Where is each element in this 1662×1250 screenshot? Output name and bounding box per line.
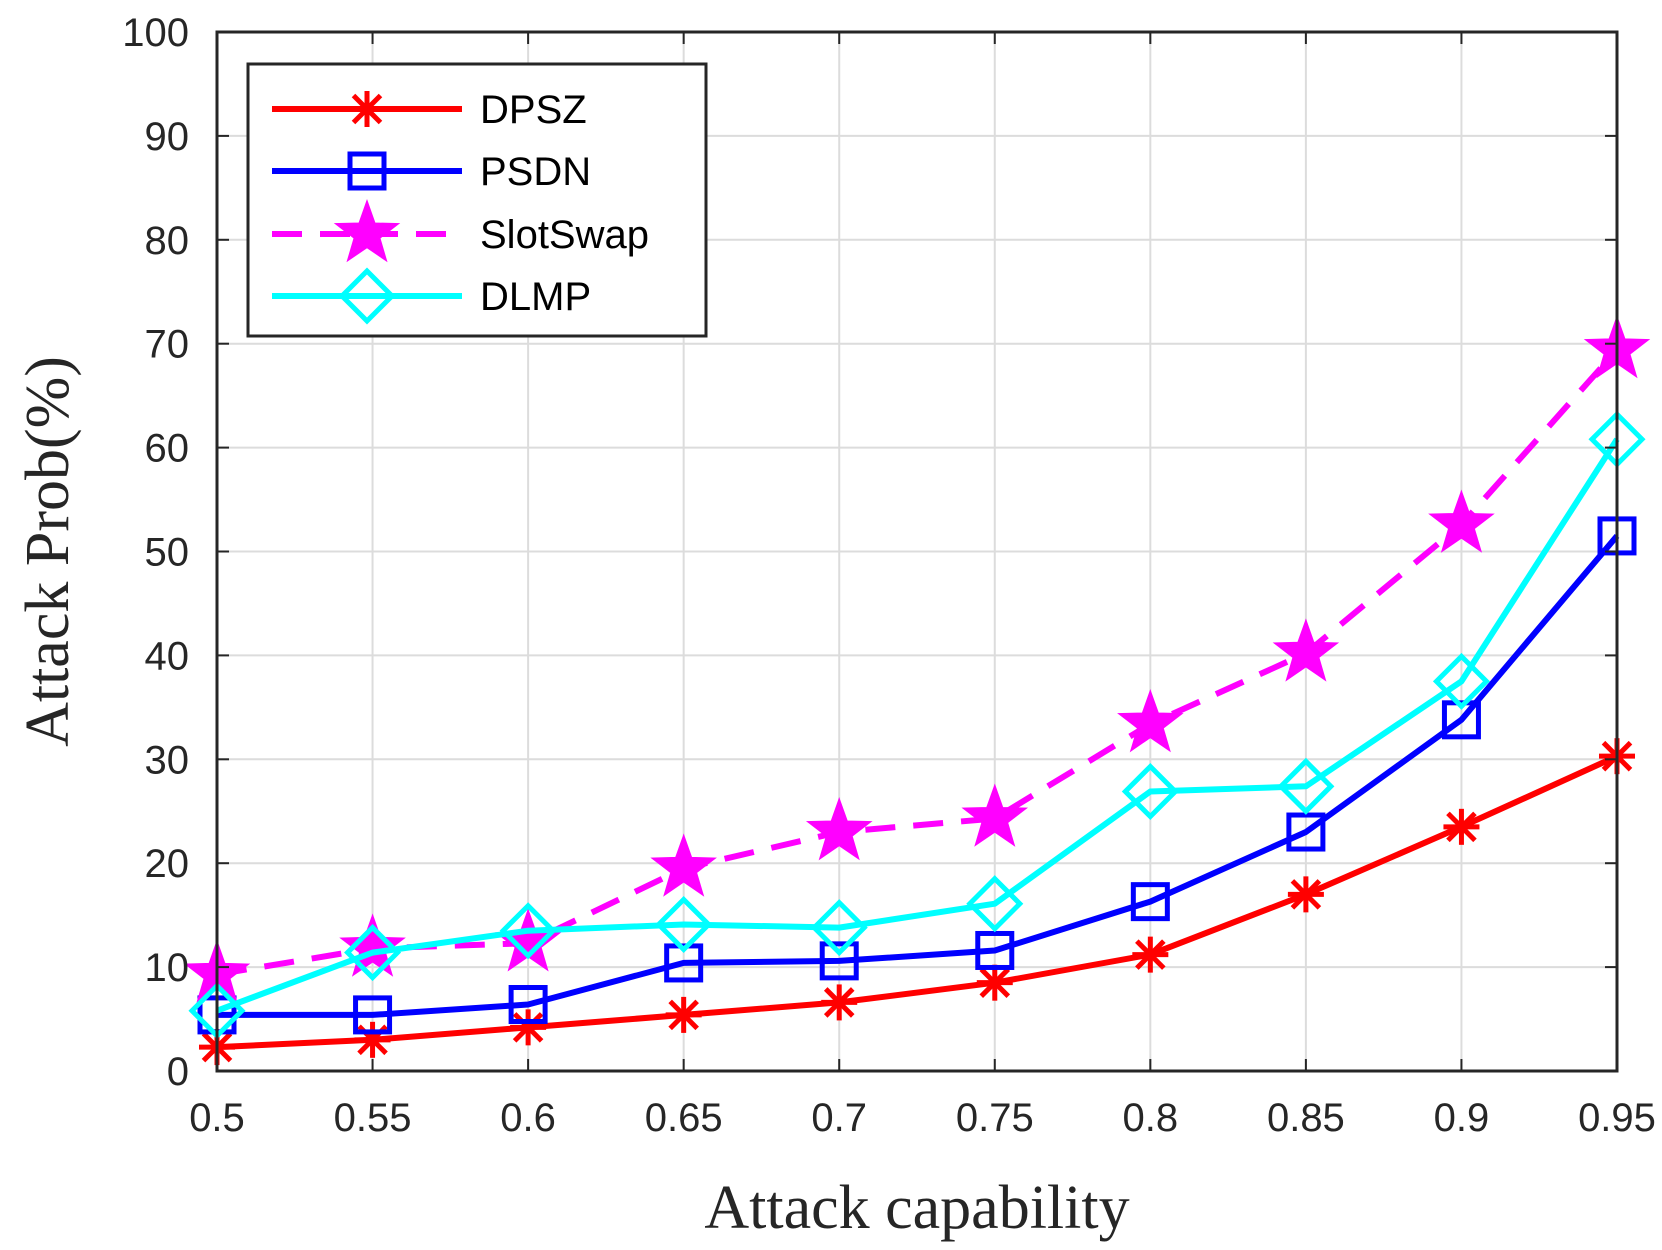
data-point: [354, 1021, 391, 1058]
data-point: [1132, 936, 1169, 973]
data-point: [664, 943, 704, 983]
data-point: [819, 941, 859, 981]
data-point: [1441, 700, 1481, 740]
y-tick-label: 90: [145, 115, 190, 159]
asterisk-stroke: [979, 967, 1011, 998]
legend-marker: [338, 267, 396, 325]
y-tick-label: 70: [145, 323, 190, 367]
data-point: [339, 913, 406, 977]
y-tick-label: 100: [122, 11, 189, 55]
y-tick-label: 10: [145, 946, 190, 990]
y-tick-label: 60: [145, 427, 190, 471]
x-tick-label: 0.55: [334, 1096, 412, 1140]
y-tick-label: 80: [145, 219, 190, 263]
data-point: [1428, 489, 1495, 553]
y-tick-label: 30: [145, 738, 190, 782]
x-tick-label: 0.5: [189, 1096, 245, 1140]
series-line: [216, 753, 1619, 1051]
data-point: [1130, 882, 1170, 922]
x-tick-label: 0.85: [1267, 1096, 1345, 1140]
asterisk-stroke: [351, 93, 383, 125]
data-point: [499, 902, 557, 960]
x-tick-label: 0.8: [1123, 1096, 1179, 1140]
legend-entry-slotswap: SlotSwap: [272, 198, 649, 263]
series-line: [216, 347, 1620, 978]
data-point: [961, 783, 1029, 847]
y-tick-label: 50: [145, 531, 190, 575]
asterisk-stroke: [1290, 879, 1322, 910]
asterisk-stroke: [512, 1012, 544, 1043]
data-point: [1432, 652, 1490, 710]
data-point: [508, 985, 548, 1025]
data-point: [1121, 762, 1179, 821]
x-tick-label: 0.6: [500, 1096, 556, 1140]
data-point: [1117, 689, 1184, 753]
series-layer: [183, 314, 1651, 1066]
data-point: [805, 797, 873, 861]
legend-marker: [347, 151, 387, 191]
x-axis-title: Attack capability: [704, 1174, 1129, 1242]
legend-label: SlotSwap: [480, 213, 649, 257]
y-tick-label: 20: [145, 842, 190, 886]
data-point: [344, 924, 402, 982]
data-point: [810, 899, 868, 957]
legend-entry-dlmp: DLMP: [272, 267, 591, 325]
data-point: [1443, 808, 1480, 845]
asterisk-stroke: [823, 987, 855, 1018]
data-point: [1287, 876, 1324, 913]
data-point: [821, 984, 858, 1021]
data-point: [353, 995, 393, 1035]
x-tick-label: 0.65: [645, 1096, 723, 1140]
data-point: [510, 1009, 547, 1046]
y-axis-title: Attack Prob(%): [14, 356, 82, 747]
asterisk-stroke: [668, 999, 699, 1031]
legend-entry-dpsz: DPSZ: [272, 88, 587, 132]
data-point: [650, 833, 717, 897]
y-tick-label: 40: [145, 634, 190, 678]
asterisk-stroke: [1446, 811, 1477, 843]
legend-marker: [333, 198, 401, 263]
series-line: [217, 533, 1620, 1018]
legend-marker: [349, 91, 385, 127]
x-tick-label: 0.7: [811, 1096, 867, 1140]
legend-entry-psdn: PSDN: [272, 150, 591, 194]
data-point: [975, 930, 1015, 970]
x-tick-label: 0.75: [956, 1096, 1034, 1140]
data-point: [655, 895, 713, 954]
data-point: [665, 996, 702, 1033]
data-point: [976, 964, 1013, 1001]
data-point: [966, 875, 1024, 933]
x-axis: 0.5 0.55 0.6 0.65 0.7 0.75 0.8 0.85 0.9 0.95: [189, 32, 1656, 1140]
data-point: [1277, 757, 1335, 815]
x-tick-label: 0.9: [1434, 1096, 1490, 1140]
asterisk-stroke: [1135, 939, 1166, 970]
data-point: [1272, 618, 1340, 682]
legend-label: DLMP: [480, 275, 591, 319]
x-tick-label: 0.95: [1578, 1096, 1656, 1140]
legend-label: PSDN: [480, 150, 591, 194]
legend-label: DPSZ: [480, 88, 587, 132]
data-point: [1286, 812, 1326, 852]
series-line: [215, 437, 1620, 1014]
y-axis: 0 10 20 30 40 50 60 70 80 90 100: [122, 11, 1617, 1094]
legend: DPSZ PSDN SlotSwap DLMP: [246, 62, 708, 338]
y-tick-label: 0: [167, 1050, 189, 1094]
